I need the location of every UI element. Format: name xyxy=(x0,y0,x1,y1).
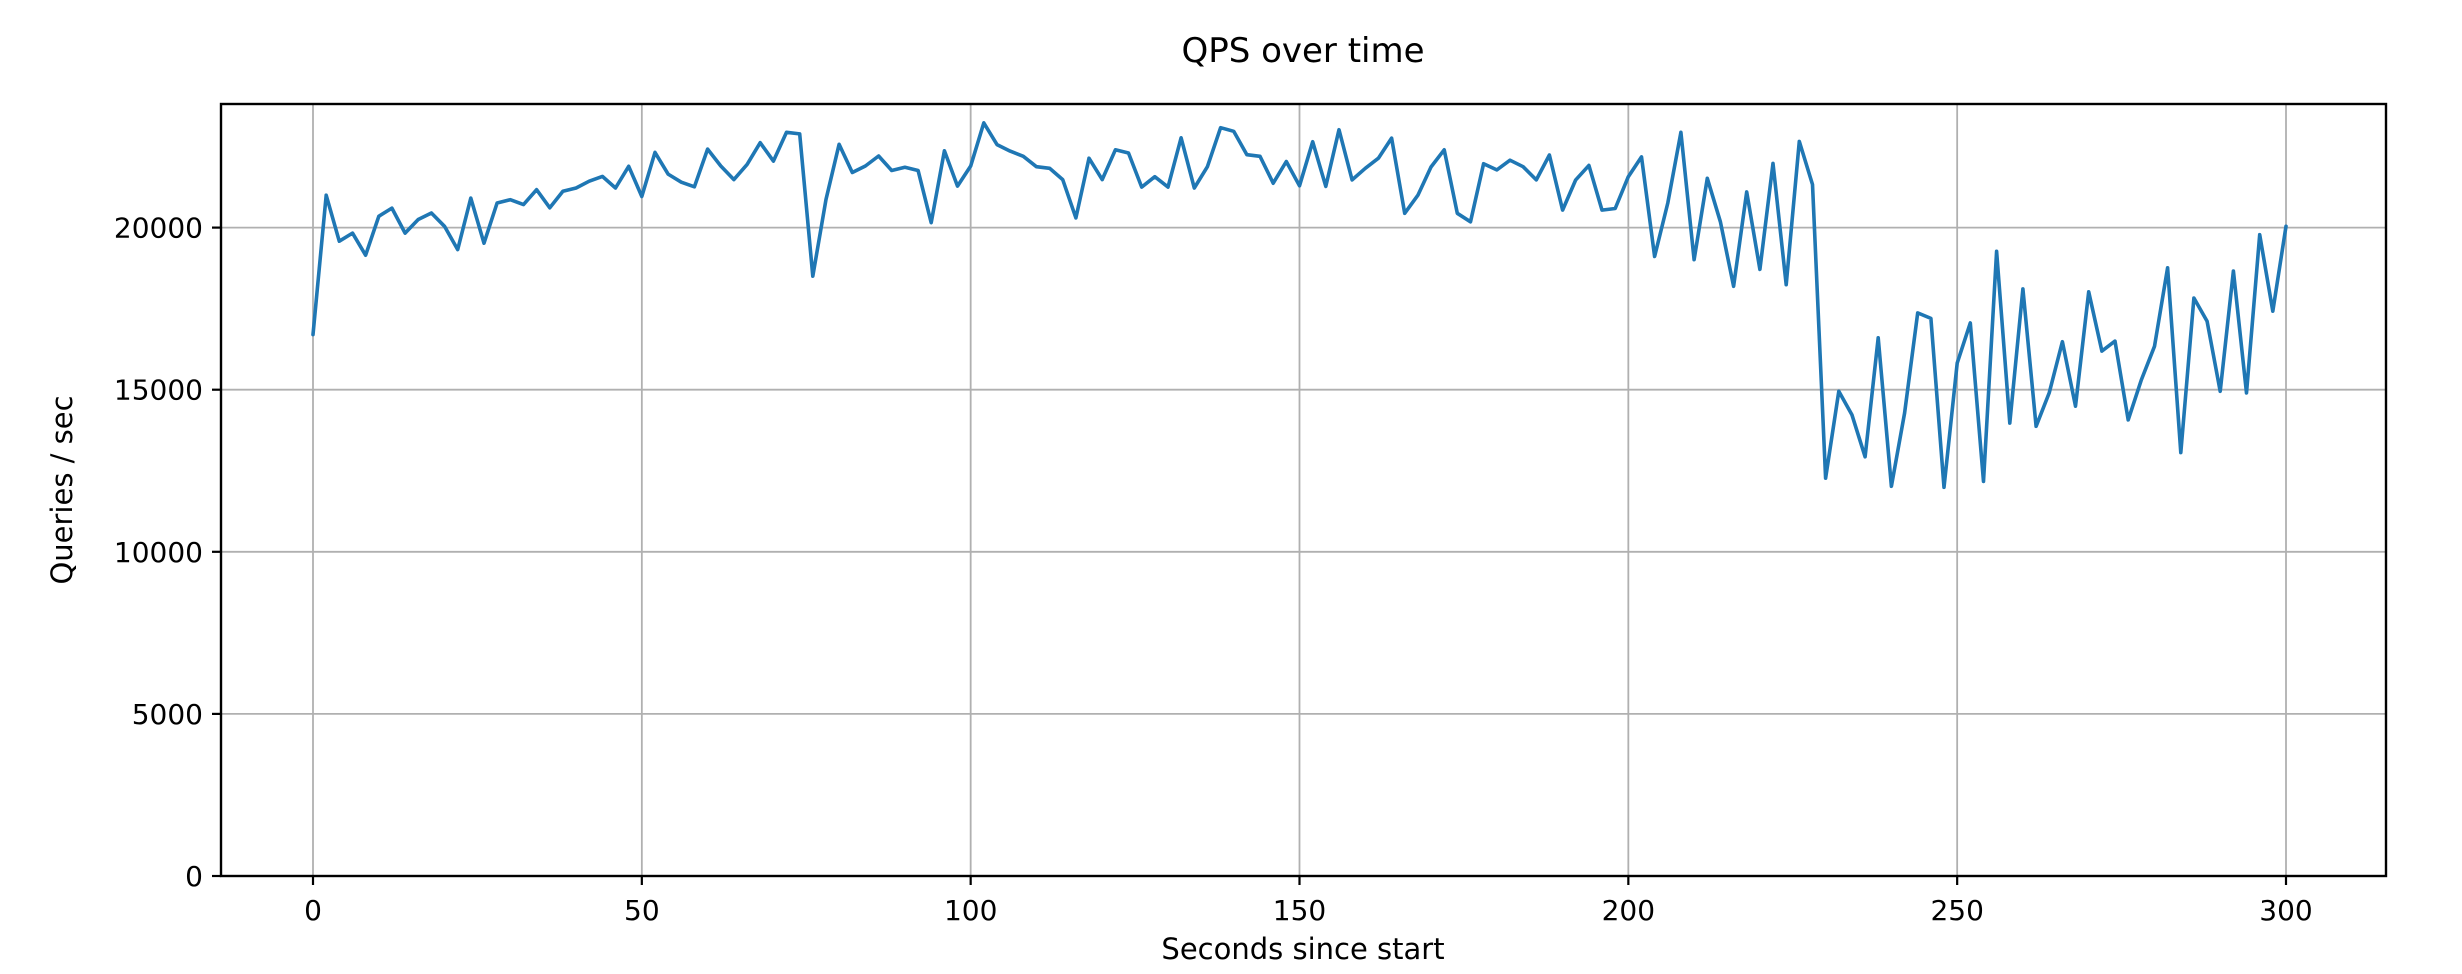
y-tick-label: 5000 xyxy=(132,698,203,731)
axis-ticks: 0 50 100 150 200 250 300 0 5000 10000 15000 20000 xyxy=(114,212,2313,927)
plot-border xyxy=(219,102,2388,878)
y-tick-label: 10000 xyxy=(114,536,203,569)
data-series xyxy=(311,121,2288,490)
y-tick-label: 15000 xyxy=(114,374,203,407)
x-tick-label: 300 xyxy=(2259,894,2312,927)
x-tick-label: 0 xyxy=(304,894,322,927)
gridlines xyxy=(221,104,2386,877)
x-tick-label: 50 xyxy=(624,894,660,927)
x-tick-label: 100 xyxy=(944,894,997,927)
chart-title: QPS over time xyxy=(1181,31,1424,71)
y-tick-label: 20000 xyxy=(114,212,203,245)
x-tick-label: 150 xyxy=(1273,894,1326,927)
qps-line xyxy=(311,121,2288,490)
x-axis-label: Seconds since start xyxy=(1161,932,1444,966)
y-axis-label: Queries / sec xyxy=(45,395,79,584)
x-tick-label: 200 xyxy=(1602,894,1655,927)
y-tick-label: 0 xyxy=(185,860,203,893)
x-tick-label: 250 xyxy=(1930,894,1983,927)
plot-area xyxy=(221,104,2386,876)
